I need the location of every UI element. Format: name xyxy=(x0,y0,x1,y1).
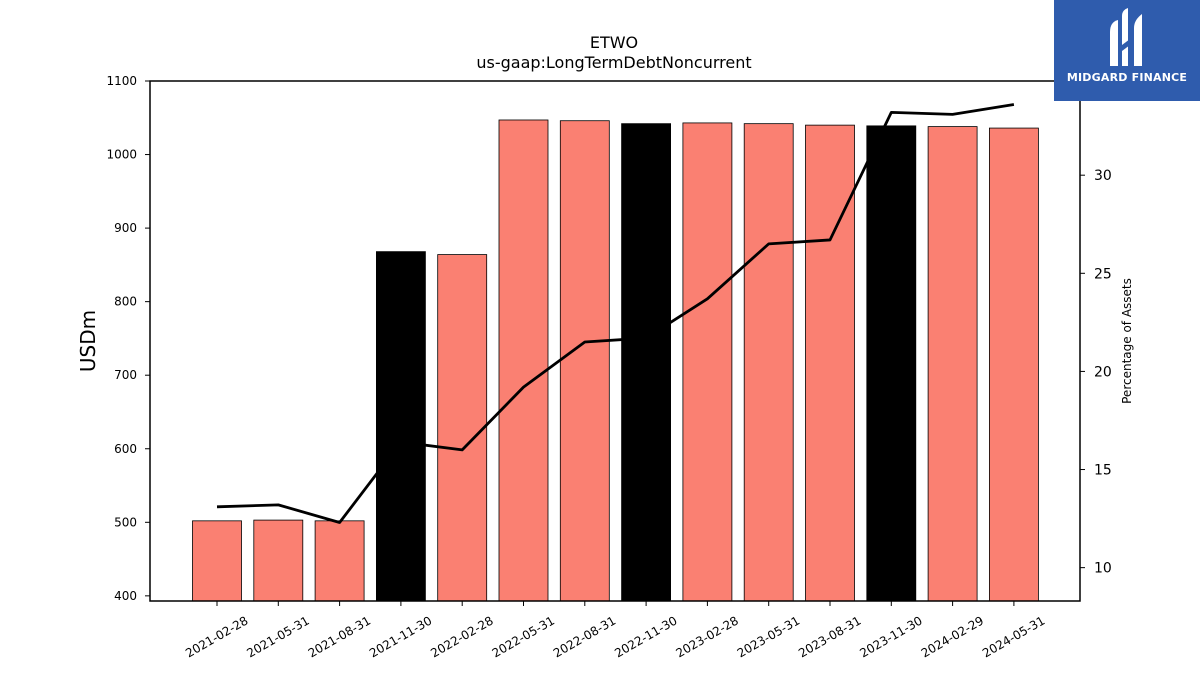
x-tick-label: 2024-02-29 xyxy=(919,613,986,660)
bar xyxy=(498,119,549,602)
line-group xyxy=(216,103,1015,524)
bar xyxy=(437,254,488,602)
y-axis-left: 400 500 600 700 800 900 1000 1100 xyxy=(106,74,150,603)
x-tick-label: 2022-08-31 xyxy=(551,613,618,660)
percentage-line xyxy=(216,103,1015,524)
chart-subtitle: us-gaap:LongTermDebtNoncurrent xyxy=(476,53,751,72)
x-tick-label: 2023-05-31 xyxy=(735,613,802,660)
y2-tick-label: 25 xyxy=(1094,266,1112,282)
x-tick-label: 2022-05-31 xyxy=(490,613,557,660)
plot-frame xyxy=(149,80,1081,602)
y-tick-label: 800 xyxy=(114,295,137,309)
y-axis-label: USDm xyxy=(76,310,100,372)
y-tick-label: 500 xyxy=(114,515,137,529)
y-tick-label: 900 xyxy=(114,221,137,235)
y2-tick-label: 15 xyxy=(1094,463,1112,479)
bar xyxy=(866,125,917,602)
y-tick-label: 1000 xyxy=(106,148,137,162)
x-tick-label: 2022-11-30 xyxy=(612,613,679,660)
y-tick-label: 400 xyxy=(114,589,137,603)
y-tick-label: 1100 xyxy=(106,74,137,88)
y2-tick-label: 20 xyxy=(1094,364,1112,380)
x-tick-label: 2021-05-31 xyxy=(244,613,311,660)
brand-logo: MIDGARD FINANCE xyxy=(1054,0,1200,101)
bar xyxy=(805,124,855,602)
bar xyxy=(559,120,610,602)
bar xyxy=(375,251,426,602)
bar xyxy=(989,127,1039,602)
chart-title: ETWO xyxy=(590,33,638,52)
bar xyxy=(314,520,365,602)
bar xyxy=(621,123,671,602)
bar xyxy=(927,126,978,602)
x-tick-label: 2023-08-31 xyxy=(796,613,863,660)
bar xyxy=(192,520,242,602)
x-axis: 2021-02-282021-05-312021-08-312021-11-30… xyxy=(183,601,1047,660)
y-tick-label: 700 xyxy=(114,368,137,382)
bar xyxy=(253,519,304,602)
x-tick-label: 2022-02-28 xyxy=(428,613,495,660)
x-tick-label: 2023-11-30 xyxy=(857,613,924,660)
x-tick-label: 2021-11-30 xyxy=(367,613,434,660)
x-tick-label: 2021-02-28 xyxy=(183,613,250,660)
y2-tick-label: 30 xyxy=(1094,168,1112,184)
y-tick-label: 600 xyxy=(114,442,137,456)
x-tick-label: 2023-02-28 xyxy=(673,613,740,660)
x-tick-label: 2021-08-31 xyxy=(306,613,373,660)
logo-text: MIDGARD FINANCE xyxy=(1066,71,1188,84)
bar-group xyxy=(192,119,1039,602)
y2-tick-label: 10 xyxy=(1094,561,1112,577)
bar xyxy=(682,122,733,602)
y-axis-right: 10 15 20 25 30 xyxy=(1080,168,1112,577)
y2-axis-label: Percentage of Assets xyxy=(1120,278,1134,404)
x-tick-label: 2024-05-31 xyxy=(980,613,1047,660)
midgard-logo-icon xyxy=(1110,8,1142,66)
bar xyxy=(743,123,794,602)
